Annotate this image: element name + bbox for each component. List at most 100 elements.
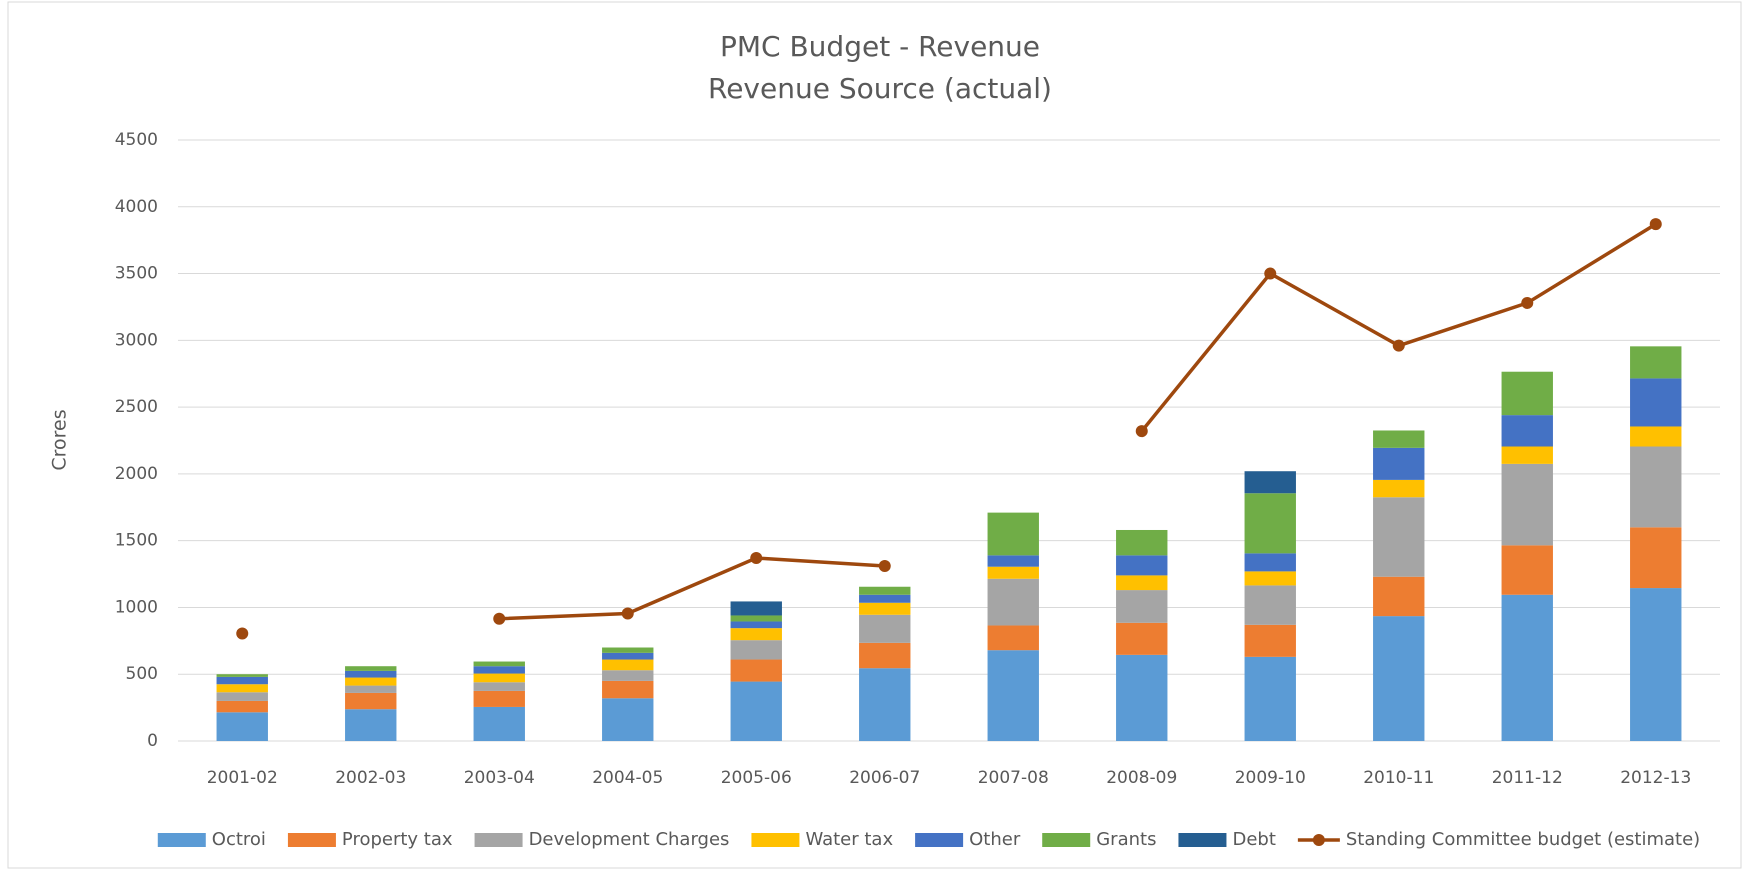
bar-segment [602,647,654,653]
bar-segment [1244,624,1296,657]
bar-segment [1501,545,1553,595]
bar-segment [859,642,911,669]
bar-segment [1244,656,1296,741]
bar-segment [473,682,525,691]
bar-segment [859,594,911,603]
x-tick-label: 2003-04 [464,768,535,788]
bar-segment [859,668,911,741]
bar-segment [1244,571,1296,586]
line-marker [1135,425,1148,438]
legend-swatch [287,833,336,847]
legend-swatch [751,833,800,847]
x-tick-label: 2012-13 [1620,768,1691,788]
bar-segment [859,602,911,615]
bar-segment [216,712,268,741]
bar-segment [345,677,397,686]
y-tick-label: 2000 [115,464,158,484]
bar-segment [730,659,782,682]
y-tick-label: 4000 [115,197,158,217]
bar-segment [1501,446,1553,464]
bar-segment [1630,527,1682,589]
bar-segment [602,680,654,699]
x-tick-label: 2009-10 [1235,768,1306,788]
legend-swatch [1178,833,1227,847]
chart-title: PMC Budget - Revenue [720,30,1040,63]
bar-segment [602,659,654,671]
bar-segment [1630,446,1682,528]
bar-segment [1501,463,1553,546]
chart-subtitle: Revenue Source (actual) [708,72,1052,105]
bar-segment [730,621,782,629]
bar-segment [1116,529,1168,556]
legend-swatch [1042,833,1091,847]
x-tick-label: 2008-09 [1106,768,1177,788]
line-marker [621,607,634,620]
bar-segment [473,706,525,741]
bar-segment [473,673,525,683]
legend-label: Octroi [212,829,266,850]
bar-segment [345,666,397,671]
bar-segment [987,555,1039,567]
line-marker [1392,339,1405,352]
bar-segment [216,700,268,713]
bar-segment [473,661,525,667]
bar-segment [602,670,654,681]
bar-segment [1630,346,1682,379]
bar-segment [1116,654,1168,741]
bar-segment [1116,575,1168,591]
bar-segment [1244,585,1296,625]
x-tick-label: 2007-08 [978,768,1049,788]
bar-segment [216,674,268,677]
legend-label: Water tax [805,829,893,850]
line-marker [878,560,891,573]
bar-segment [216,684,268,693]
bar-segment [1116,590,1168,623]
bar-segment [730,640,782,660]
bar-segment [345,709,397,741]
line-marker [1649,218,1662,231]
y-tick-label: 4500 [115,130,158,150]
y-tick-label: 0 [147,731,158,751]
bar-segment [987,512,1039,556]
bar-segment [1373,447,1425,480]
legend-label: Debt [1232,829,1275,850]
x-tick-label: 2006-07 [849,768,920,788]
legend-swatch [1312,834,1325,846]
y-tick-label: 2500 [115,397,158,417]
y-tick-label: 1000 [115,597,158,617]
bar-segment [1373,616,1425,741]
line-marker [493,612,506,625]
line-marker [236,627,249,640]
bar-segment [1501,594,1553,741]
y-tick-label: 3000 [115,330,158,350]
bar-segment [602,652,654,660]
legend-swatch [474,833,523,847]
x-tick-label: 2001-02 [207,768,278,788]
legend-label: Grants [1096,829,1156,850]
line-marker [750,552,763,565]
x-tick-label: 2004-05 [592,768,663,788]
bar-segment [1501,415,1553,447]
legend-label: Development Charges [529,829,730,850]
bar-segment [859,586,911,595]
y-tick-label: 3500 [115,264,158,284]
bar-segment [1244,553,1296,572]
bar-segment [1244,493,1296,554]
bar-segment [216,676,268,685]
bar-segment [345,685,397,693]
bar-segment [1630,426,1682,447]
bar-segment [987,578,1039,626]
legend-swatch [915,833,964,847]
bar-segment [473,666,525,674]
bar-segment [1501,371,1553,416]
bar-segment [1373,479,1425,498]
bar-segment [602,698,654,741]
bar-segment [1373,497,1425,577]
bar-segment [859,614,911,643]
bar-segment [730,615,782,622]
bar-segment [987,625,1039,651]
bar-segment [1630,588,1682,741]
y-tick-label: 500 [126,664,158,684]
line-marker [1264,267,1277,280]
